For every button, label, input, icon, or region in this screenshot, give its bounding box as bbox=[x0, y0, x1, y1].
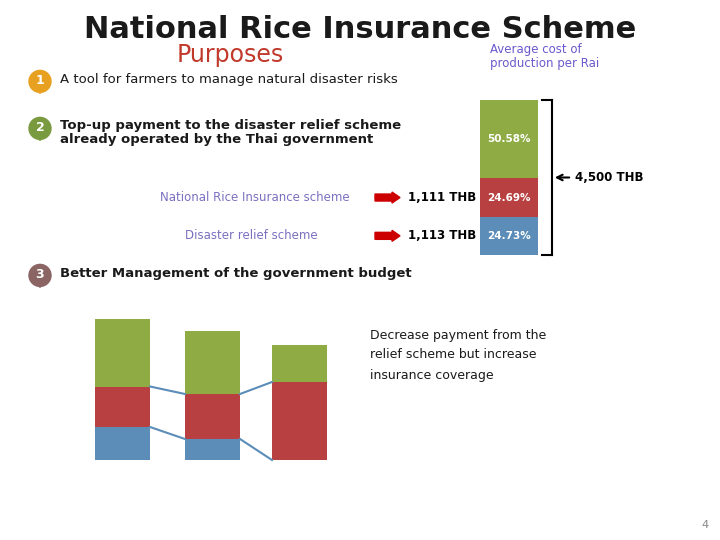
Circle shape bbox=[29, 117, 51, 139]
Text: 1,111 THB: 1,111 THB bbox=[408, 191, 476, 204]
Bar bbox=[185, 394, 240, 439]
Text: 1,113 THB: 1,113 THB bbox=[408, 230, 476, 242]
Bar bbox=[95, 427, 150, 460]
Bar bbox=[95, 387, 150, 427]
Text: Decrease payment from the
relief scheme but increase
insurance coverage: Decrease payment from the relief scheme … bbox=[370, 328, 546, 381]
Text: 24.73%: 24.73% bbox=[487, 231, 531, 241]
Text: Top-up payment to the disaster relief scheme: Top-up payment to the disaster relief sc… bbox=[60, 118, 401, 132]
Text: 4,500 THB: 4,500 THB bbox=[575, 171, 644, 184]
Text: 2: 2 bbox=[35, 121, 45, 134]
Text: Disaster relief scheme: Disaster relief scheme bbox=[185, 230, 318, 242]
FancyArrow shape bbox=[375, 192, 400, 203]
Bar bbox=[480, 100, 538, 178]
Bar bbox=[480, 178, 538, 217]
Bar bbox=[480, 217, 538, 255]
Text: already operated by the Thai government: already operated by the Thai government bbox=[60, 133, 373, 146]
Text: 4: 4 bbox=[701, 520, 708, 530]
Bar bbox=[272, 345, 327, 382]
Bar bbox=[185, 331, 240, 394]
FancyArrow shape bbox=[375, 231, 400, 241]
Text: 50.58%: 50.58% bbox=[487, 134, 531, 144]
Bar bbox=[185, 439, 240, 460]
Polygon shape bbox=[34, 82, 46, 93]
Bar bbox=[95, 319, 150, 387]
Text: 1: 1 bbox=[35, 74, 45, 87]
Text: Better Management of the government budget: Better Management of the government budg… bbox=[60, 267, 412, 280]
Polygon shape bbox=[34, 275, 46, 287]
Text: Purposes: Purposes bbox=[176, 43, 284, 67]
Bar bbox=[272, 382, 327, 460]
Circle shape bbox=[29, 70, 51, 92]
Text: production per Rai: production per Rai bbox=[490, 57, 599, 70]
Text: A tool for farmers to manage natural disaster risks: A tool for farmers to manage natural dis… bbox=[60, 73, 397, 86]
Text: 3: 3 bbox=[36, 268, 45, 281]
Text: National Rice Insurance scheme: National Rice Insurance scheme bbox=[160, 191, 350, 204]
Circle shape bbox=[29, 265, 51, 286]
Text: Average cost of: Average cost of bbox=[490, 44, 582, 57]
Text: 24.69%: 24.69% bbox=[487, 193, 531, 202]
Polygon shape bbox=[34, 129, 46, 140]
Text: National Rice Insurance Scheme: National Rice Insurance Scheme bbox=[84, 16, 636, 44]
